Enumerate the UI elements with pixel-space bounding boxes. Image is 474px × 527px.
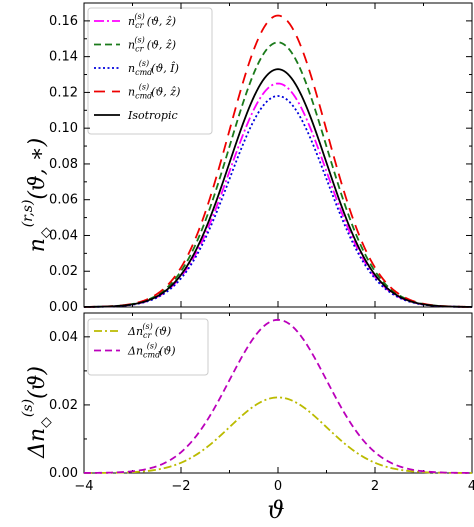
top-y-tick-label: 0.14 [49, 50, 78, 65]
top-series-line-3 [83, 14, 473, 308]
top-series-line-2 [83, 95, 473, 308]
bottom-series-line-0 [84, 396, 472, 474]
top-legend-label-0: ncr(s) (ϑ, ẑ) [128, 12, 176, 30]
top-legend-frame [87, 7, 213, 135]
top-series-line-0 [83, 82, 473, 308]
x-axis-label: ϑ [267, 496, 284, 524]
x-tick-label: −4 [74, 479, 93, 494]
top-y-tick-label: 0.02 [49, 264, 78, 279]
top-legend-label-3: ncmd(s) (ϑ, ẑ) [128, 83, 180, 101]
top-y-tick-label: 0.08 [49, 157, 78, 172]
bottom-y-tick-label: 0.00 [49, 466, 78, 481]
bottom-legend-label-1: Δncmd(s) (ϑ) [127, 342, 176, 360]
top-legend-label-1: ncr(s) (ϑ, ẑ) [128, 36, 176, 54]
top-series-line-4 [83, 68, 473, 308]
top-y-tick-label: 0.12 [49, 85, 78, 100]
bottom-y-tick-label: 0.04 [49, 330, 78, 345]
bottom-legend-frame [87, 318, 209, 376]
top-legend-label-4: Isotropic [127, 109, 178, 122]
top-legend-label-2: ncmd(s) (ϑ, Î) [128, 59, 179, 77]
top-y-tick-label: 0.04 [49, 228, 78, 243]
bottom-y-tick-label: 0.02 [49, 398, 78, 413]
x-tick-label: 2 [371, 479, 379, 494]
bottom-series-line-1 [83, 318, 473, 474]
x-tick-label: −2 [171, 479, 190, 494]
bottom-y-axis-label: Δn◇(s)(ϑ) [20, 366, 54, 459]
x-tick-label: 4 [468, 479, 474, 494]
x-tick-label: 0 [274, 479, 282, 494]
top-y-tick-label: 0.16 [49, 14, 78, 29]
top-y-tick-label: 0.10 [49, 121, 78, 136]
top-y-tick-label: 0.00 [49, 300, 78, 315]
bottom-legend-label-0: Δncr(s) (ϑ) [127, 322, 171, 340]
top-y-tick-label: 0.06 [49, 193, 78, 208]
